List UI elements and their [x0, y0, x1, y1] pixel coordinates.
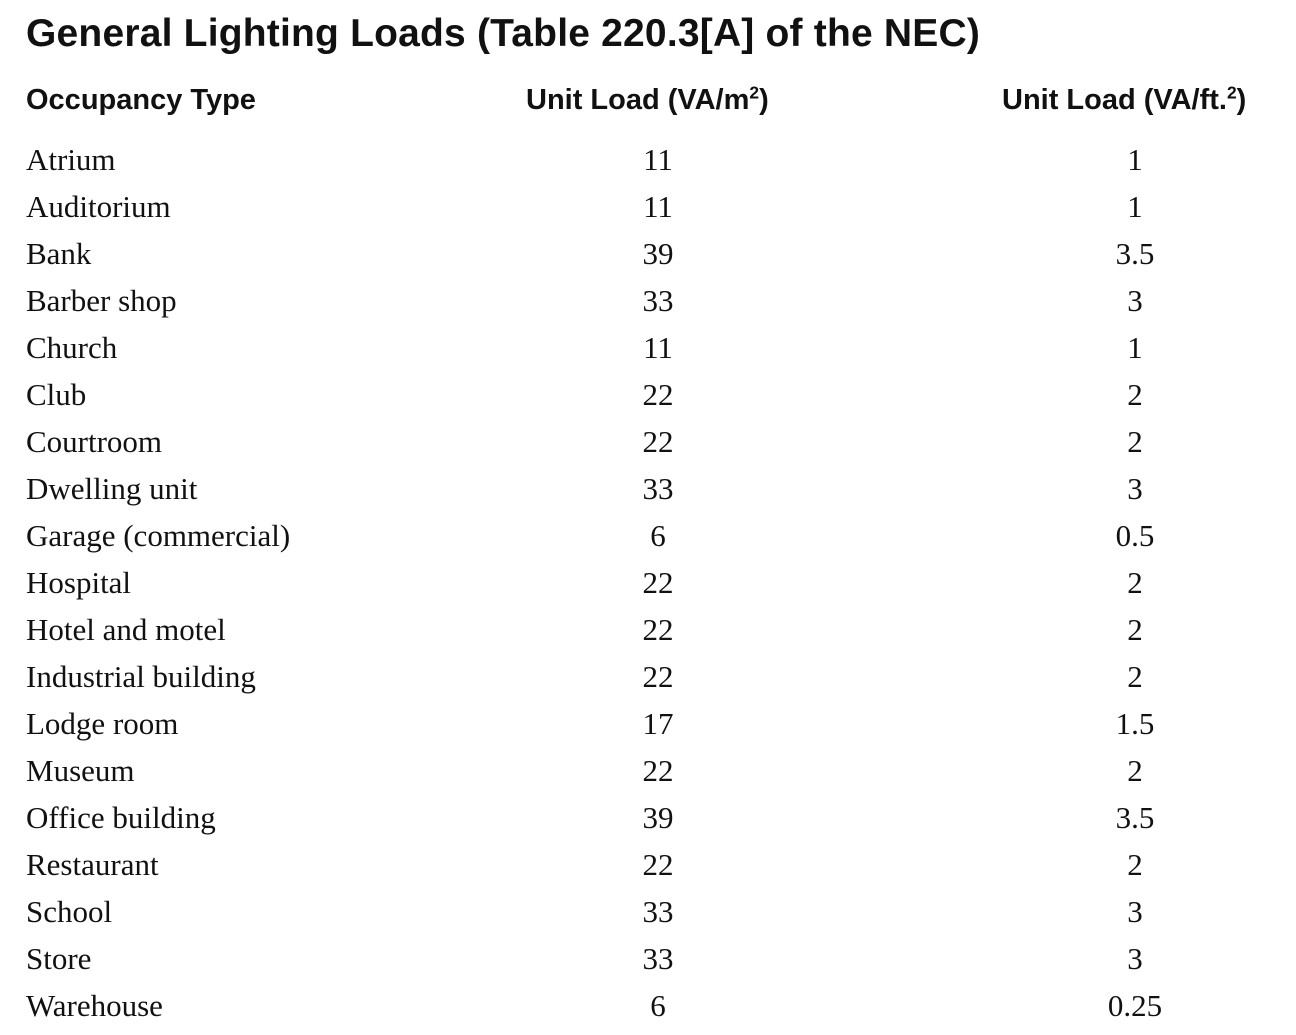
cell-unit-load-m2: 33: [642, 471, 674, 506]
cell-unit-load-m2: 22: [642, 847, 674, 882]
cell-occupancy-type: School: [26, 894, 113, 929]
table-row: Bank 39 3.5: [0, 236, 1296, 283]
cell-unit-load-m2: 33: [642, 941, 674, 976]
cell-unit-load-ft2: 2: [1127, 424, 1143, 459]
cell-occupancy-type: Atrium: [26, 142, 116, 177]
header-unit-load-m2-superscript: 2: [749, 82, 760, 103]
cell-unit-load-m2: 6: [650, 518, 666, 553]
table-row: School 33 3: [0, 894, 1296, 941]
cell-unit-load-ft2: 3.5: [1115, 236, 1155, 271]
cell-occupancy-type: Store: [26, 941, 92, 976]
cell-unit-load-m2: 22: [642, 753, 674, 788]
cell-occupancy-type: Museum: [26, 753, 135, 788]
table-row: Warehouse 6 0.25: [0, 988, 1296, 1035]
header-unit-load-m2-prefix: Unit Load (VA/m: [526, 84, 750, 116]
cell-unit-load-m2: 22: [642, 424, 674, 459]
table-header: Occupancy Type Unit Load (VA/m2) Unit Lo…: [0, 78, 1296, 132]
cell-occupancy-type: Dwelling unit: [26, 471, 198, 506]
cell-unit-load-ft2: 0.5: [1115, 518, 1155, 553]
cell-unit-load-m2: 39: [642, 800, 674, 835]
cell-occupancy-type: Barber shop: [26, 283, 177, 318]
cell-occupancy-type: Lodge room: [26, 706, 179, 741]
header-unit-load-m2: Unit Load (VA/m2): [526, 84, 769, 117]
cell-unit-load-ft2: 2: [1127, 565, 1143, 600]
cell-unit-load-m2: 33: [642, 894, 674, 929]
table-row: Museum 22 2: [0, 753, 1296, 800]
header-unit-load-ft2-suffix: ): [1236, 84, 1247, 116]
cell-unit-load-ft2: 2: [1127, 847, 1143, 882]
cell-unit-load-ft2: 3: [1127, 283, 1143, 318]
cell-occupancy-type: Club: [26, 377, 87, 412]
cell-unit-load-m2: 22: [642, 612, 674, 647]
cell-unit-load-m2: 22: [642, 659, 674, 694]
cell-unit-load-ft2: 1: [1127, 189, 1143, 224]
table-row: Garage (commercial) 6 0.5: [0, 518, 1296, 565]
cell-unit-load-ft2: 1: [1127, 330, 1143, 365]
table-row: Courtroom 22 2: [0, 424, 1296, 471]
cell-occupancy-type: Hotel and motel: [26, 612, 226, 647]
cell-unit-load-m2: 11: [643, 330, 673, 365]
header-unit-load-ft2: Unit Load (VA/ft.2): [1002, 84, 1246, 117]
cell-unit-load-ft2: 3: [1127, 894, 1143, 929]
page-title: General Lighting Loads (Table 220.3[A] o…: [26, 12, 981, 55]
table-row: Dwelling unit 33 3: [0, 471, 1296, 518]
table-row: Industrial building 22 2: [0, 659, 1296, 706]
table-row: Hospital 22 2: [0, 565, 1296, 612]
table-row: Store 33 3: [0, 941, 1296, 988]
cell-unit-load-m2: 22: [642, 565, 674, 600]
table-row: Barber shop 33 3: [0, 283, 1296, 330]
cell-occupancy-type: Industrial building: [26, 659, 256, 694]
cell-unit-load-m2: 33: [642, 283, 674, 318]
cell-occupancy-type: Auditorium: [26, 189, 171, 224]
table-row: Club 22 2: [0, 377, 1296, 424]
header-unit-load-ft2-superscript: 2: [1226, 82, 1237, 103]
cell-occupancy-type: Office building: [26, 800, 216, 835]
cell-occupancy-type: Church: [26, 330, 118, 365]
cell-unit-load-ft2: 2: [1127, 612, 1143, 647]
cell-unit-load-ft2: 2: [1127, 753, 1143, 788]
header-unit-load-m2-suffix: ): [759, 84, 769, 116]
table-row: Restaurant 22 2: [0, 847, 1296, 894]
cell-occupancy-type: Garage (commercial): [26, 518, 291, 553]
cell-unit-load-ft2: 3.5: [1115, 800, 1155, 835]
cell-unit-load-m2: 39: [642, 236, 674, 271]
cell-occupancy-type: Bank: [26, 236, 92, 271]
table-row: Atrium 11 1: [0, 142, 1296, 189]
cell-unit-load-ft2: 1: [1127, 142, 1143, 177]
cell-unit-load-ft2: 0.25: [1107, 988, 1163, 1023]
cell-occupancy-type: Courtroom: [26, 424, 163, 459]
header-unit-load-ft2-prefix: Unit Load (VA/ft.: [1002, 84, 1227, 116]
cell-unit-load-ft2: 3: [1127, 941, 1143, 976]
cell-unit-load-ft2: 2: [1127, 659, 1143, 694]
table-row: Auditorium 11 1: [0, 189, 1296, 236]
table-row: Office building 39 3.5: [0, 800, 1296, 847]
cell-unit-load-m2: 11: [643, 142, 673, 177]
cell-occupancy-type: Hospital: [26, 565, 132, 600]
table-row: Church 11 1: [0, 330, 1296, 377]
cell-unit-load-m2: 17: [642, 706, 674, 741]
header-occupancy-type: Occupancy Type: [26, 84, 256, 116]
table-row: Hotel and motel 22 2: [0, 612, 1296, 659]
lighting-loads-table: Occupancy Type Unit Load (VA/m2) Unit Lo…: [0, 78, 1296, 1035]
cell-unit-load-ft2: 1.5: [1115, 706, 1155, 741]
table-row: Lodge room 17 1.5: [0, 706, 1296, 753]
cell-unit-load-ft2: 3: [1127, 471, 1143, 506]
cell-occupancy-type: Warehouse: [26, 988, 163, 1023]
cell-unit-load-m2: 6: [650, 988, 666, 1023]
cell-unit-load-ft2: 2: [1127, 377, 1143, 412]
cell-unit-load-m2: 22: [642, 377, 674, 412]
cell-occupancy-type: Restaurant: [26, 847, 159, 882]
table-body: Atrium 11 1 Auditorium 11 1 Bank 39 3.5 Barber sh…: [0, 142, 1296, 1035]
cell-unit-load-m2: 11: [643, 189, 673, 224]
